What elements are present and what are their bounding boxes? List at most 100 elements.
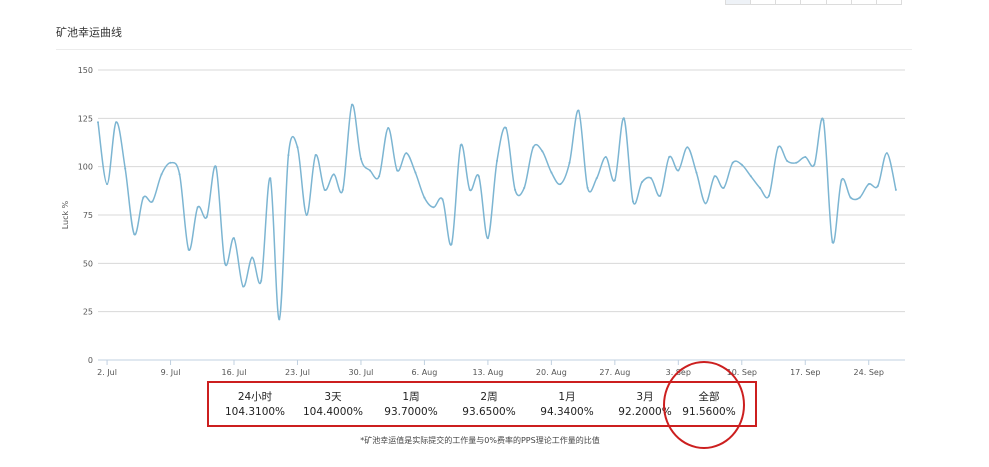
data-point — [876, 185, 879, 187]
data-point — [559, 183, 562, 186]
x-tick-label: 6. Aug — [412, 368, 438, 377]
data-point — [894, 188, 897, 191]
data-point — [595, 177, 598, 180]
x-tick-label: 20. Aug — [536, 368, 567, 377]
stat-value: 104.3100% — [224, 406, 286, 418]
data-point — [332, 173, 335, 176]
range-option[interactable] — [751, 0, 777, 4]
data-point — [795, 161, 798, 164]
stat-item: 3天 104.4000% — [293, 390, 373, 420]
data-point — [151, 200, 154, 203]
data-point — [314, 154, 317, 157]
data-point — [613, 179, 616, 182]
data-point — [341, 188, 344, 191]
data-point — [822, 119, 825, 122]
data-point — [867, 183, 870, 186]
data-point — [124, 167, 127, 170]
data-point — [169, 161, 172, 164]
luck-series-line — [97, 104, 897, 321]
data-point — [350, 103, 353, 106]
data-point — [641, 181, 643, 184]
data-point — [486, 237, 489, 240]
data-point — [106, 183, 109, 186]
data-point — [296, 146, 299, 149]
data-point — [650, 177, 653, 180]
data-point — [496, 159, 498, 162]
data-point — [777, 146, 780, 149]
data-point — [686, 146, 689, 149]
data-point — [505, 127, 507, 129]
data-point — [378, 175, 381, 178]
data-point — [369, 169, 371, 172]
data-point — [713, 175, 716, 178]
data-point — [287, 154, 290, 157]
y-tick-label: 0 — [88, 356, 93, 365]
data-point — [804, 156, 807, 158]
data-point — [632, 200, 634, 203]
data-point — [849, 196, 852, 199]
stat-label: 3月 — [636, 391, 654, 403]
data-point — [758, 186, 761, 189]
range-option[interactable] — [852, 0, 877, 4]
data-point — [187, 248, 190, 251]
y-tick-label: 100 — [78, 163, 93, 172]
data-point — [387, 127, 390, 129]
range-option[interactable] — [827, 0, 852, 4]
data-point — [115, 121, 118, 124]
data-point — [858, 196, 861, 199]
stat-label: 1周 — [402, 391, 420, 403]
stat-label: 24小时 — [237, 391, 273, 403]
data-point — [831, 241, 834, 244]
data-point — [740, 163, 743, 166]
data-point — [223, 262, 226, 265]
data-point — [423, 196, 426, 199]
data-point — [323, 188, 326, 191]
data-point — [668, 156, 671, 158]
data-point — [659, 194, 662, 197]
highlight-circle — [663, 361, 745, 449]
x-tick-label: 27. Aug — [599, 368, 630, 377]
range-selector[interactable] — [725, 0, 902, 5]
data-point — [432, 206, 435, 209]
range-option[interactable] — [726, 0, 752, 4]
x-tick-label: 10. Sep — [727, 368, 757, 377]
stat-label: 3天 — [324, 391, 342, 403]
data-point — [214, 165, 217, 168]
stat-item: 1周 93.7000% — [371, 390, 451, 420]
y-axis-label: Luck % — [61, 200, 70, 229]
data-point — [514, 188, 517, 191]
data-point — [568, 161, 571, 164]
x-tick-label: 16. Jul — [222, 368, 247, 377]
data-point — [840, 179, 843, 182]
data-point — [532, 146, 535, 149]
panel-title: 矿池幸运曲线 — [56, 26, 122, 39]
data-point — [450, 243, 453, 245]
data-point — [414, 171, 417, 174]
stat-item: 1月 94.3400% — [527, 390, 607, 420]
stat-label: 2周 — [480, 391, 498, 403]
data-point — [405, 152, 408, 155]
y-tick-label: 125 — [78, 114, 93, 123]
range-option[interactable] — [776, 0, 802, 4]
y-tick-label: 25 — [83, 308, 93, 317]
data-point — [196, 206, 199, 209]
data-point — [477, 175, 480, 178]
data-point — [704, 202, 707, 205]
data-point — [133, 233, 136, 236]
stat-value: 93.6500% — [462, 406, 516, 418]
stat-value: 94.3400% — [540, 406, 594, 418]
x-tick-label: 13. Aug — [472, 368, 503, 377]
x-tick-label: 9. Jul — [161, 368, 181, 377]
stat-item: 24小时 104.3100% — [215, 390, 295, 420]
data-point — [360, 157, 362, 160]
data-point — [749, 175, 752, 178]
data-point — [541, 150, 544, 153]
title-divider — [56, 49, 912, 50]
stat-value: 93.7000% — [384, 406, 438, 418]
y-tick-label: 50 — [83, 259, 93, 268]
data-point — [695, 171, 698, 174]
data-point — [97, 121, 99, 124]
range-option[interactable] — [801, 0, 827, 4]
stat-value: 92.2000% — [618, 406, 672, 418]
stat-value: 104.4000% — [302, 406, 364, 418]
